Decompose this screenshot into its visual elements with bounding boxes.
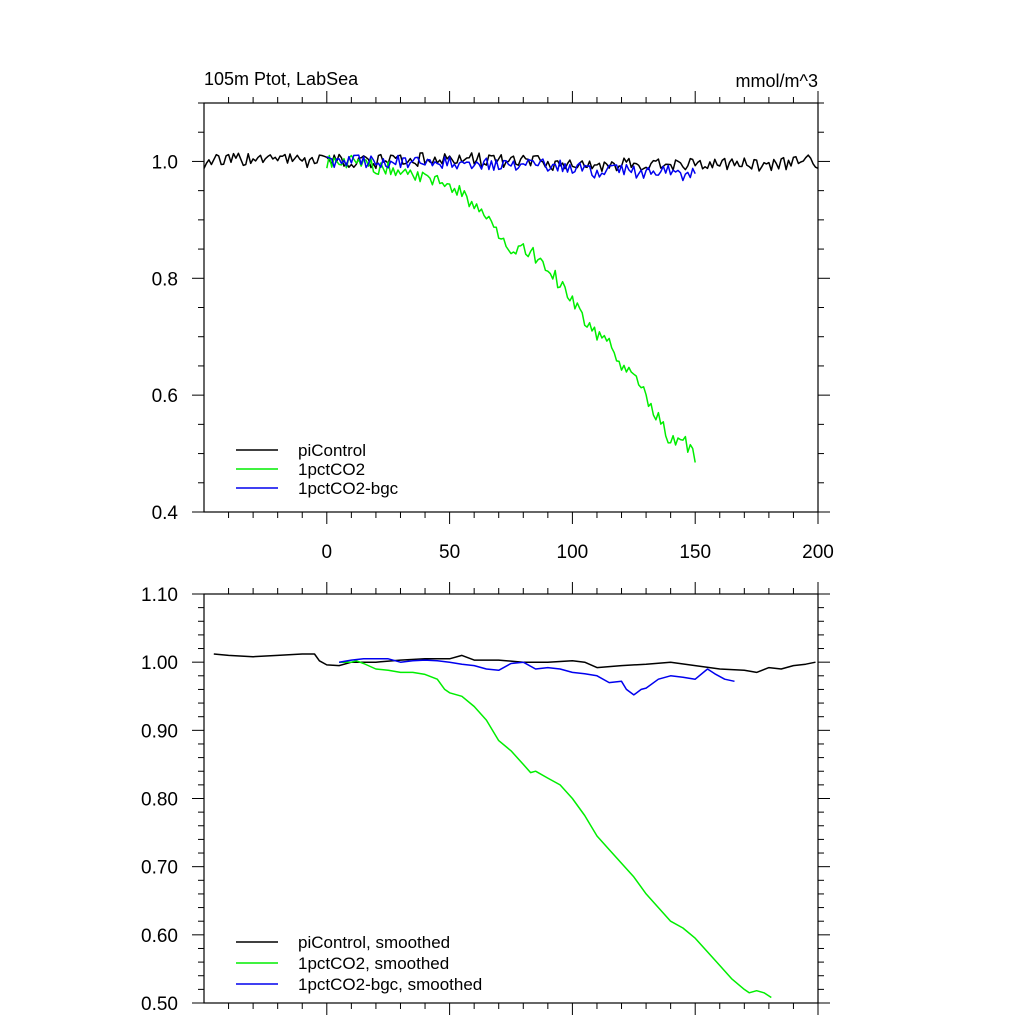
y-tick-label: 1.0 xyxy=(152,152,178,173)
y-tick-label: 0.6 xyxy=(152,386,178,407)
series-line-1pctco2-bgc-smoothed xyxy=(338,658,735,696)
y-tick-label: 0.4 xyxy=(152,503,179,524)
y-tick-label: 1.00 xyxy=(141,653,178,674)
legend-label: piControl, smoothed xyxy=(298,933,450,952)
y-tick-label: 0.80 xyxy=(141,790,178,811)
legend-label: 1pctCO2-bgc, smoothed xyxy=(298,975,482,994)
plot-frame xyxy=(203,593,819,1004)
x-tick-label: 50 xyxy=(439,542,460,563)
bottom-plot: 0.50 0.60 0.70 0.80 0.90 1.00 1.10 piControl, s… xyxy=(141,582,830,1015)
series-line-1pctco2-bgc xyxy=(326,154,696,182)
y-tick-label: 0.90 xyxy=(141,721,178,742)
legend-label: 1pctCO2, smoothed xyxy=(298,954,449,973)
legend-label: 1pctCO2 xyxy=(298,460,365,479)
y-tick-label: 0.50 xyxy=(141,994,178,1015)
top-plot-title-left: 105m Ptot, LabSea xyxy=(204,69,359,89)
x-tick-label: 150 xyxy=(679,542,711,563)
legend-label: piControl xyxy=(298,441,366,460)
x-tick-label: 0 xyxy=(322,542,333,563)
x-tick-label: 200 xyxy=(802,542,834,563)
top-plot: 105m Ptot, LabSea mmol/m^3 0 50 100 150 200 0… xyxy=(152,69,834,563)
legend-label: 1pctCO2-bgc xyxy=(298,479,399,498)
series-line-picontrol-smoothed xyxy=(213,653,816,674)
y-tick-label: 0.70 xyxy=(141,858,178,879)
y-tick-label: 1.10 xyxy=(141,585,178,606)
y-tick-label: 0.60 xyxy=(141,926,178,947)
x-tick-label: 100 xyxy=(557,542,589,563)
series-line-1pctco2 xyxy=(326,154,696,463)
series-line-picontrol xyxy=(203,152,819,173)
top-plot-title-right: mmol/m^3 xyxy=(736,71,818,91)
y-tick-label: 0.8 xyxy=(152,269,178,290)
series-line-1pctco2-smoothed xyxy=(339,660,772,999)
